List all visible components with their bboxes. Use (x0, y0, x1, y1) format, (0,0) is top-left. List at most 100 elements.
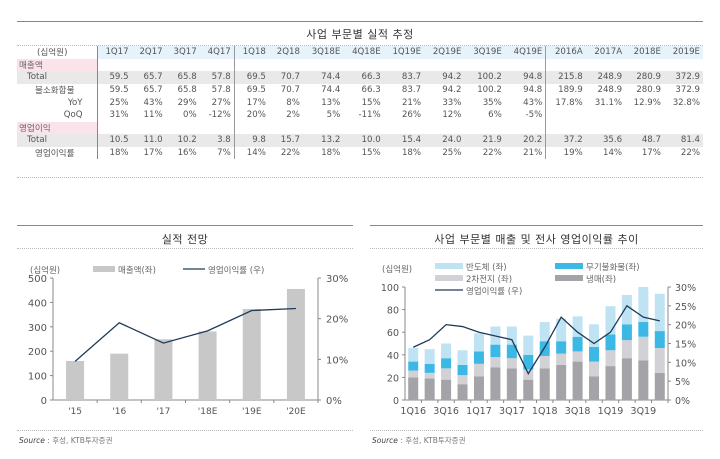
table-header-row: (십억원) 1Q17 2Q17 3Q17 4Q17 1Q18 2Q18 3Q18E 4Q18E 1… (17, 46, 703, 59)
legend-swatch-semiconductor (435, 263, 463, 269)
bar-segment-refrigerant (638, 360, 649, 400)
table-cell: 3.8 (199, 134, 235, 147)
bar-segment-semiconductor (654, 293, 665, 332)
table-cell: 57.8 (199, 71, 235, 84)
table-cell: 94.8 (504, 71, 547, 84)
left-y-tick-label: 200 (28, 347, 47, 358)
bar-segment-inorganic-fluoride (621, 324, 632, 341)
bar-segment-refrigerant (408, 377, 419, 400)
left-y-tick-label: 300 (28, 323, 47, 334)
table-cell (343, 122, 383, 135)
source-text: 후성, KTB투자증권 (405, 436, 466, 445)
bar-segment-secondary-battery (473, 363, 484, 377)
row-label: YoY (17, 96, 98, 109)
table-cell (586, 59, 625, 72)
table-cell: 11% (143, 110, 163, 121)
bar-segment-inorganic-fluoride (556, 341, 567, 354)
right-y-tick-label: 25% (675, 302, 696, 313)
bar-segment-secondary-battery (572, 351, 583, 362)
table-cell (664, 122, 703, 135)
left-chart-title: 실적 전망 (161, 233, 209, 246)
table-cell: 24.0 (424, 134, 465, 147)
bar-segment-semiconductor (638, 287, 649, 323)
bar-segment-inorganic-fluoride (605, 334, 616, 351)
table-cell: -11% (358, 110, 381, 121)
table-cell: 19% (563, 148, 583, 159)
bar-revenue (286, 288, 305, 400)
legend-label-revenue: 매출액(좌) (118, 265, 156, 276)
bar-segment-secondary-battery (506, 358, 517, 369)
table-cell (343, 59, 383, 72)
table-cell: 12.9% (633, 97, 661, 108)
unit-label: (십억원) (17, 46, 98, 59)
table-cell: 83.7 (401, 85, 422, 96)
table-cell: 31.1% (594, 97, 623, 108)
table-cell: 22% (482, 148, 502, 159)
table-row: QoQ 31% 11% 0% -12% 20% 2% 5% -11% 26% 12% 6% -5% (17, 108, 703, 122)
bar-segment-refrigerant (457, 384, 468, 400)
legend-swatch-revenue (93, 266, 115, 272)
bar-segment-secondary-battery (654, 348, 665, 373)
legend-label-op-margin: 영업이익률 (우) (466, 286, 522, 297)
table-cell: 32.8% (672, 97, 700, 108)
table-cell: 48.7 (625, 134, 664, 147)
bar-segment-refrigerant (539, 368, 550, 400)
table-row: 불소화합물 59.5 65.7 65.8 57.8 69.5 70.7 74.4 66.3 83.… (17, 83, 703, 97)
table-cell: 70.7 (280, 85, 300, 96)
left-y-tick-label: 400 (28, 298, 47, 309)
table-cell: 66.3 (343, 71, 384, 84)
table-cell: 43% (143, 97, 163, 108)
bar-segment-secondary-battery (621, 340, 632, 359)
legend-label-inorganic-fluoride: 무기불화물(좌) (586, 262, 640, 273)
bar-segment-semiconductor (457, 350, 468, 365)
table-cell (166, 122, 200, 135)
table-cell: 94.2 (424, 71, 465, 84)
bar-segment-secondary-battery (539, 355, 550, 369)
table-cell: 2% (286, 110, 300, 121)
bar-segment-refrigerant (572, 361, 583, 400)
table-cell: 14% (246, 148, 266, 159)
bar-segment-refrigerant (473, 376, 484, 400)
table-cell: -12% (199, 108, 235, 122)
table-cell: 35.6 (585, 134, 626, 147)
row-label: 영업이익 (17, 121, 98, 135)
table-cell (132, 59, 166, 72)
table-cell: 66.3 (361, 85, 381, 96)
column-header: 1Q19E (383, 46, 425, 59)
table-cell (664, 109, 703, 122)
row-label: Total (17, 71, 98, 84)
bar-segment-refrigerant (441, 379, 452, 400)
table-cell: 81.4 (663, 134, 703, 147)
table-cell (625, 59, 664, 72)
x-tick-label: 1Q17 (466, 406, 492, 417)
table-row: YoY 25% 43% 29% 27% 17% 8% 13% 15% 21% 33% 35% 43% 17… (17, 96, 703, 109)
x-tick-label: 3Q17 (499, 406, 525, 417)
table-cell: 69.5 (234, 71, 269, 84)
bar-revenue (198, 331, 217, 400)
table-row: 영업이익률 18% 17% 16% 7% 14% 22% 18% 15% 18% 25% 22% 21%… (17, 146, 703, 160)
table-cell: 10.5 (97, 134, 132, 147)
bar-segment-inorganic-fluoride (654, 331, 665, 349)
x-tick-label: 3Q16 (433, 406, 459, 417)
bar-segment-semiconductor (473, 333, 484, 352)
table-cell: 22% (680, 148, 700, 159)
bar-segment-semiconductor (408, 348, 419, 362)
bar-segment-refrigerant (424, 378, 435, 400)
left-chart-source: Source : 후성, KTB투자증권 (19, 436, 113, 445)
table-cell: 13% (321, 97, 341, 108)
bar-segment-refrigerant (506, 368, 517, 400)
table-cell: 15.7 (268, 134, 303, 147)
bar-segment-secondary-battery (556, 353, 567, 365)
right-y-tick-label: 20% (326, 315, 348, 326)
table-cell: 7% (199, 146, 235, 160)
right-y-tick-label: 10% (326, 355, 348, 366)
table-cell: 65.7 (131, 71, 166, 84)
bar-segment-semiconductor (589, 324, 600, 347)
x-tick-label: 1Q18 (532, 406, 558, 417)
table-cell: 65.7 (143, 85, 163, 96)
bar-segment-refrigerant (523, 379, 534, 400)
bar-segment-secondary-battery (424, 372, 435, 379)
left-chart-top-rule (17, 225, 353, 226)
legend-swatch-inorganic-fluoride (555, 263, 583, 269)
table-bottom-divider (17, 177, 703, 178)
